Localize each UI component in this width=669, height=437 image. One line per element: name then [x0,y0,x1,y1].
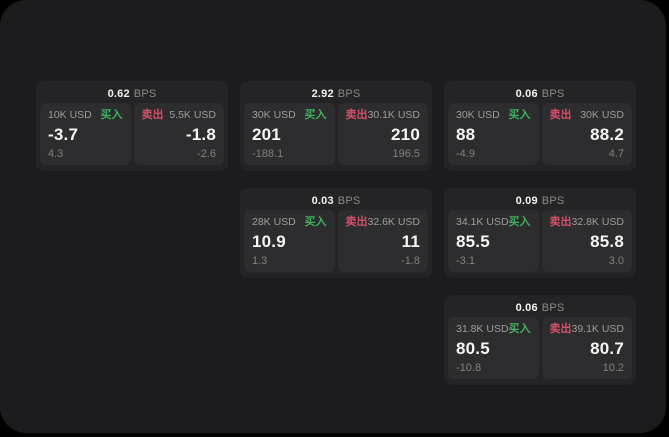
spread-header: 0.03 BPS [244,192,428,210]
buy-side-label: 买入 [508,323,531,335]
spread-header: 2.92 BPS [244,85,428,103]
buy-amount: 10K USD [48,109,92,121]
spread-header: 0.06 BPS [448,299,632,317]
spread-value: 0.03 [311,195,334,207]
bps-unit-label: BPS [337,88,361,100]
buy-delta: -188.1 [252,148,284,160]
buy-side-label: 买入 [508,109,531,121]
spread-value: 0.06 [515,302,538,314]
buy-delta: -4.9 [456,148,475,160]
quote-card-1: 0.62 BPS 10K USD 买入 -3.7 4.3 卖出 5.5K USD [36,81,228,171]
buy-side-label: 买入 [304,216,327,228]
quote-card-2: 2.92 BPS 30K USD 买入 201 -188.1 卖出 30.1K U… [240,81,432,171]
buy-panel[interactable]: 30K USD 买入 88 -4.9 [448,103,539,165]
buy-panel[interactable]: 10K USD 买入 -3.7 4.3 [40,103,131,165]
sell-amount: 39.1K USD [571,323,625,335]
buy-price: 201 [252,125,281,144]
sell-amount: 32.6K USD [367,216,421,228]
bps-unit-label: BPS [541,195,565,207]
buy-delta: 1.3 [252,255,268,267]
sell-price: 210 [391,125,420,144]
quote-panels: 10K USD 买入 -3.7 4.3 卖出 5.5K USD -1.8 -2.… [40,103,224,165]
spread-value: 0.09 [515,195,538,207]
quote-panels: 31.8K USD 买入 80.5 -10.8 卖出 39.1K USD 80.… [448,317,632,379]
bps-unit-label: BPS [133,88,157,100]
buy-amount: 28K USD [252,216,296,228]
quote-panels: 30K USD 买入 201 -188.1 卖出 30.1K USD 210 1… [244,103,428,165]
sell-side-label: 卖出 [345,216,368,228]
sell-side-label: 卖出 [549,109,572,121]
sell-price: 11 [401,232,420,251]
buy-price: -3.7 [48,125,79,144]
buy-price: 10.9 [252,232,286,251]
sell-delta: 3.0 [608,255,624,267]
quote-card-6: 0.06 BPS 31.8K USD 买入 80.5 -10.8 卖出 39.1K… [444,295,636,385]
buy-price: 88 [456,125,476,144]
quote-card-3: 0.06 BPS 30K USD 买入 88 -4.9 卖出 30K USD [444,81,636,171]
sell-delta: 4.7 [608,148,624,160]
quote-panels: 34.1K USD 买入 85.5 -3.1 卖出 32.8K USD 85.8… [448,210,632,272]
sell-side-label: 卖出 [549,323,572,335]
quote-card-4: 0.03 BPS 28K USD 买入 10.9 1.3 卖出 32.6K USD [240,188,432,278]
sell-side-label: 卖出 [345,109,368,121]
buy-delta: -3.1 [456,255,475,267]
buy-panel[interactable]: 31.8K USD 买入 80.5 -10.8 [448,317,539,379]
quote-panels: 28K USD 买入 10.9 1.3 卖出 32.6K USD 11 -1.8 [244,210,428,272]
spread-header: 0.09 BPS [448,192,632,210]
buy-side-label: 买入 [100,109,123,121]
sell-panel[interactable]: 卖出 30K USD 88.2 4.7 [541,103,632,165]
buy-price: 85.5 [456,232,490,251]
sell-delta: 196.5 [392,148,420,160]
sell-panel[interactable]: 卖出 5.5K USD -1.8 -2.6 [133,103,224,165]
buy-amount: 30K USD [252,109,296,121]
sell-panel[interactable]: 卖出 39.1K USD 80.7 10.2 [541,317,632,379]
buy-amount: 34.1K USD [456,216,509,228]
buy-amount: 31.8K USD [456,323,509,335]
spread-header: 0.62 BPS [40,85,224,103]
buy-side-label: 买入 [304,109,327,121]
quote-panels: 30K USD 买入 88 -4.9 卖出 30K USD 88.2 4.7 [448,103,632,165]
sell-amount: 5.5K USD [169,109,216,121]
sell-side-label: 卖出 [141,109,164,121]
buy-delta: 4.3 [48,148,64,160]
sell-delta: 10.2 [602,362,624,374]
bps-unit-label: BPS [337,195,361,207]
buy-panel[interactable]: 28K USD 买入 10.9 1.3 [244,210,335,272]
spread-value: 0.06 [515,88,538,100]
sell-amount: 30K USD [580,109,624,121]
sell-panel[interactable]: 卖出 30.1K USD 210 196.5 [337,103,428,165]
sell-panel[interactable]: 卖出 32.8K USD 85.8 3.0 [541,210,632,272]
bps-unit-label: BPS [541,302,565,314]
sell-price: 80.7 [590,339,624,358]
spread-value: 2.92 [311,88,334,100]
spread-value: 0.62 [107,88,130,100]
sell-price: 85.8 [590,232,624,251]
buy-amount: 30K USD [456,109,500,121]
buy-panel[interactable]: 30K USD 买入 201 -188.1 [244,103,335,165]
sell-side-label: 卖出 [549,216,572,228]
buy-side-label: 买入 [508,216,531,228]
buy-panel[interactable]: 34.1K USD 买入 85.5 -3.1 [448,210,539,272]
quote-card-5: 0.09 BPS 34.1K USD 买入 85.5 -3.1 卖出 32.8K … [444,188,636,278]
buy-delta: -10.8 [456,362,482,374]
buy-price: 80.5 [456,339,490,358]
sell-amount: 32.8K USD [571,216,625,228]
spread-header: 0.06 BPS [448,85,632,103]
sell-panel[interactable]: 卖出 32.6K USD 11 -1.8 [337,210,428,272]
bps-unit-label: BPS [541,88,565,100]
sell-price: -1.8 [185,125,216,144]
sell-amount: 30.1K USD [367,109,421,121]
sell-price: 88.2 [590,125,624,144]
sell-delta: -2.6 [197,148,216,160]
sell-delta: -1.8 [401,255,420,267]
